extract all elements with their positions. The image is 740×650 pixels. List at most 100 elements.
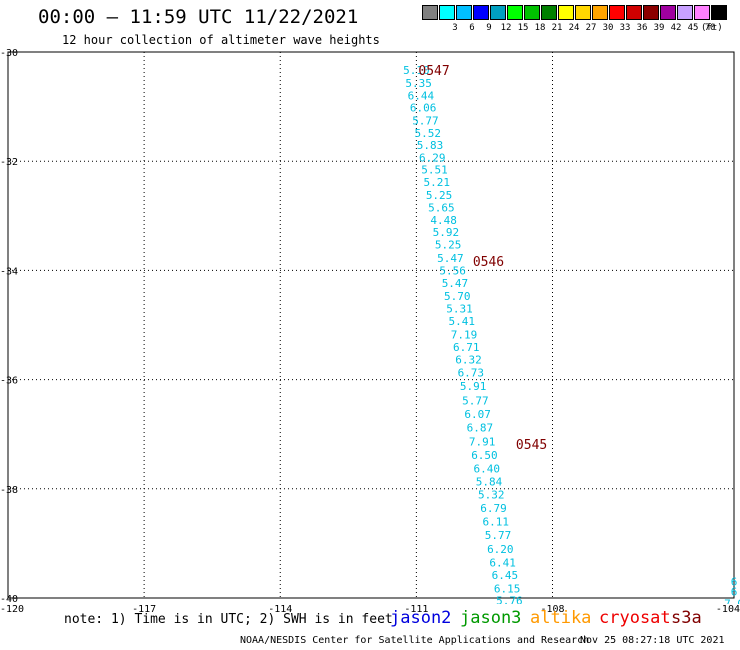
wave-height-point: 6.20 bbox=[487, 543, 514, 556]
colorbar-tick-label: 24 bbox=[568, 23, 580, 33]
colorbar-swatch bbox=[575, 5, 591, 20]
colorbar-swatch bbox=[558, 5, 574, 20]
wave-height-point: 6.79 bbox=[480, 502, 507, 515]
wave-height-point: 5.41 bbox=[449, 315, 476, 328]
satellite-legend-jason2: jason2 bbox=[390, 608, 452, 628]
wave-height-point: 6.44 bbox=[408, 90, 435, 103]
colorbar-swatch bbox=[677, 5, 693, 20]
plot-frame bbox=[7, 51, 735, 599]
page-subtitle: 12 hour collection of altimeter wave hei… bbox=[62, 33, 380, 47]
colorbar-swatch bbox=[490, 5, 506, 20]
colorbar-tick-label: 6 bbox=[469, 23, 475, 33]
colorbar-swatch bbox=[626, 5, 642, 20]
wave-height-point: 5.77 bbox=[412, 114, 439, 127]
y-tick-label: -32 bbox=[0, 157, 18, 168]
x-tick-label: -104 bbox=[716, 604, 740, 615]
colorbar-tick-label: 70 bbox=[704, 23, 716, 33]
colorbar-tick-label: 3 bbox=[452, 23, 458, 33]
colorbar-swatch bbox=[439, 5, 455, 20]
x-tick-label: -117 bbox=[132, 604, 156, 615]
wave-height-point: 6.11 bbox=[483, 516, 510, 529]
satellite-legend-jason3: jason3 bbox=[460, 608, 522, 628]
y-tick-label: -34 bbox=[0, 266, 18, 277]
wave-height-point: 5.77 bbox=[462, 394, 489, 407]
colorbar-swatch bbox=[660, 5, 676, 20]
wave-height-point: 5.77 bbox=[485, 529, 512, 542]
wave-height-point: 5.76 bbox=[496, 595, 523, 608]
wave-height-point: 5.32 bbox=[478, 488, 505, 501]
colorbar-tick-label: 30 bbox=[602, 23, 614, 33]
wave-height-point: 6.71 bbox=[453, 341, 480, 354]
wave-height-point: 5.25 bbox=[435, 239, 462, 252]
footer-note: note: 1) Time is in UTC; 2) SWH is in fe… bbox=[64, 612, 393, 627]
wave-height-point: 5.21 bbox=[424, 176, 451, 189]
wave-height-point: 5.10 bbox=[403, 64, 430, 77]
y-tick-label: -38 bbox=[0, 485, 18, 496]
colorbar-unit: (ft) bbox=[701, 23, 723, 33]
wave-height-point: 5.92 bbox=[433, 226, 460, 239]
colorbar-tick-label: 15 bbox=[517, 23, 529, 33]
generated-timestamp: Nov 25 08:27:18 UTC 2021 bbox=[580, 635, 725, 646]
colorbar-tick-label: 39 bbox=[653, 23, 665, 33]
wave-height-point: 6.07 bbox=[464, 408, 491, 421]
wave-height-point: 5.25 bbox=[426, 189, 453, 202]
wave-height-point: 5.31 bbox=[446, 303, 473, 316]
wave-height-point: 7.0 bbox=[724, 597, 740, 610]
wave-height-point: 4.48 bbox=[430, 214, 457, 227]
wave-height-point: 6.32 bbox=[455, 353, 482, 366]
x-tick-label: -114 bbox=[268, 604, 292, 615]
y-tick-label: -30 bbox=[0, 48, 18, 59]
wave-height-point: 6.15 bbox=[494, 583, 521, 596]
wave-height-point: 5.52 bbox=[414, 127, 441, 140]
wave-height-point: 6.40 bbox=[473, 463, 500, 476]
wave-height-point: 5.91 bbox=[460, 380, 487, 393]
wave-height-point: 5.47 bbox=[442, 277, 469, 290]
colorbar-tick-label: 21 bbox=[551, 23, 563, 33]
colorbar-swatch bbox=[609, 5, 625, 20]
colorbar-tick-label: 36 bbox=[636, 23, 648, 33]
x-tick-label: -111 bbox=[404, 604, 428, 615]
colorbar-swatch bbox=[694, 5, 710, 20]
y-tick-label: -40 bbox=[0, 594, 18, 605]
wave-height-point: 6.41 bbox=[489, 557, 516, 570]
wave-height-point: 5.47 bbox=[437, 252, 464, 265]
x-tick-label: -120 bbox=[0, 604, 24, 615]
satellite-legend-altika: altika bbox=[530, 608, 592, 628]
colorbar-swatch bbox=[524, 5, 540, 20]
wave-height-point: 6.50 bbox=[471, 449, 498, 462]
wave-height-point: 6.73 bbox=[458, 367, 485, 380]
wave-height-point: 5.56 bbox=[439, 264, 466, 277]
colorbar-tick-label: 42 bbox=[670, 23, 682, 33]
wave-height-point: 5.83 bbox=[417, 139, 444, 152]
data-layer: 5.105.356.446.065.775.525.836.295.515.21… bbox=[403, 64, 740, 610]
wave-height-point: 6.06 bbox=[410, 102, 437, 115]
colorbar-swatch bbox=[643, 5, 659, 20]
wave-height-point: 5.65 bbox=[428, 202, 455, 215]
pass-time-label: 0547 bbox=[418, 64, 449, 79]
colorbar-swatch bbox=[592, 5, 608, 20]
wave-height-point: 6 bbox=[731, 576, 738, 589]
wave-height-point: 7.19 bbox=[451, 328, 478, 341]
colorbar-tick-label: 45 bbox=[687, 23, 699, 33]
wave-height-point: 7.91 bbox=[469, 435, 496, 448]
colorbar-swatch bbox=[473, 5, 489, 20]
colorbar-swatch bbox=[541, 5, 557, 20]
wave-height-point: 5.51 bbox=[421, 163, 448, 176]
wave-height-point: 6.29 bbox=[419, 151, 446, 164]
colorbar-tick-label: 9 bbox=[486, 23, 492, 33]
credit-line: NOAA/NESDIS Center for Satellite Applica… bbox=[240, 635, 590, 646]
wave-height-point: 6.45 bbox=[492, 569, 519, 582]
wave-height-point: 6 bbox=[731, 585, 738, 598]
wave-height-point: 6.87 bbox=[467, 422, 494, 435]
y-tick-label: -36 bbox=[0, 376, 18, 387]
colorbar-tick-label: 27 bbox=[585, 23, 597, 33]
satellite-legend-s3a: s3a bbox=[671, 608, 702, 628]
pass-time-label: 0545 bbox=[516, 438, 547, 453]
colorbar-swatch bbox=[422, 5, 438, 20]
page-title: 00:00 – 11:59 UTC 11/22/2021 bbox=[38, 6, 359, 28]
colorbar-swatch bbox=[507, 5, 523, 20]
colorbar-tick-label: 12 bbox=[500, 23, 512, 33]
wave-height-point: 5.70 bbox=[444, 290, 471, 303]
pass-time-label: 0546 bbox=[473, 255, 504, 270]
